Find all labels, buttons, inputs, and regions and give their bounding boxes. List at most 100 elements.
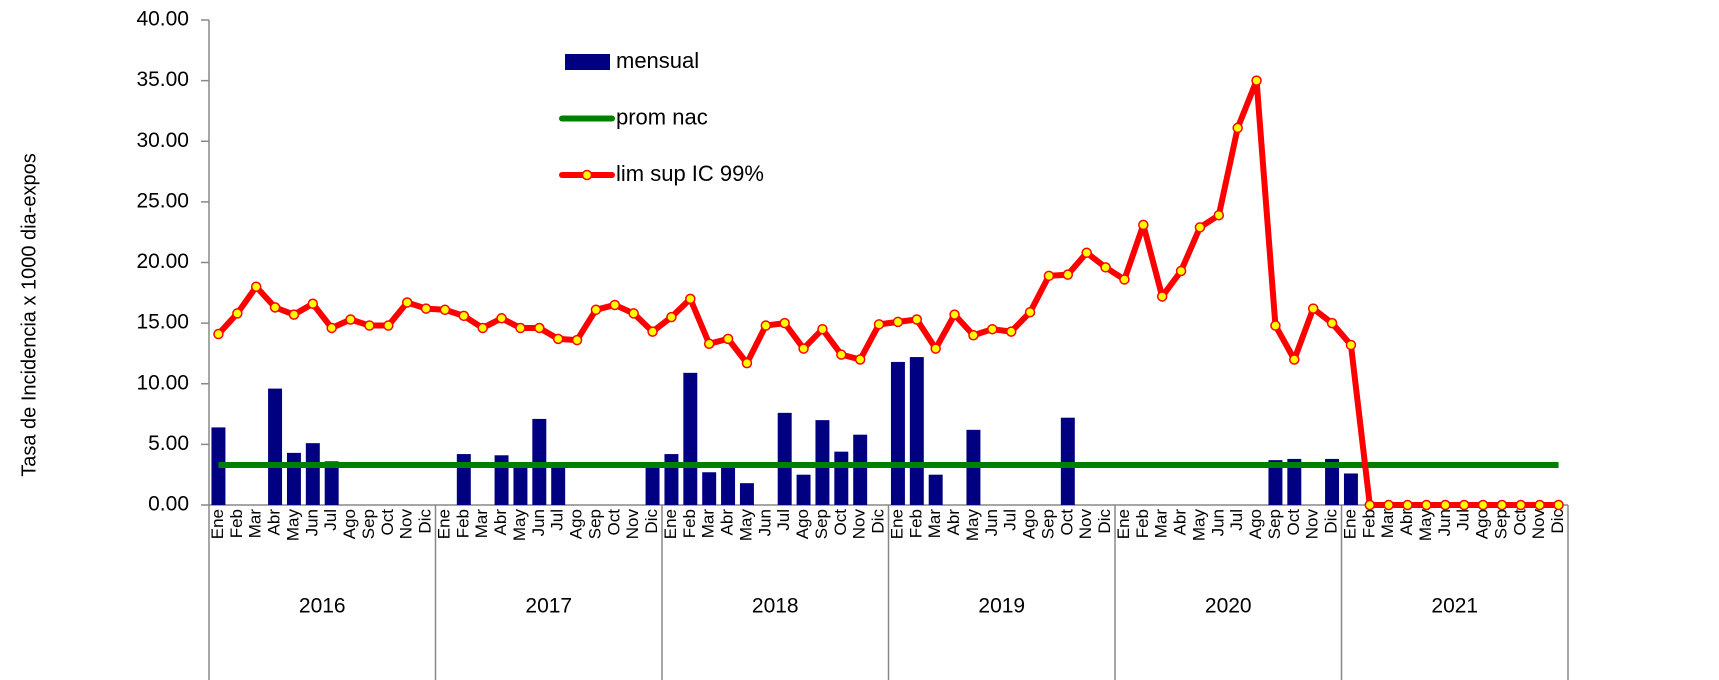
marker — [1270, 320, 1281, 331]
marker — [1553, 499, 1564, 511]
marker — [213, 328, 224, 340]
x-tick-label: Jun — [1435, 509, 1454, 536]
bar — [1060, 417, 1075, 505]
marker — [1213, 209, 1225, 221]
marker — [477, 322, 488, 334]
bar — [551, 467, 566, 505]
x-tick-label: May — [963, 509, 982, 542]
x-tick-label: Mar — [1378, 509, 1397, 539]
y-axis-label: Tasa de Incidencia x 1000 dia-expos — [18, 153, 40, 477]
year-label: 2017 — [525, 595, 572, 618]
marker — [1345, 339, 1357, 351]
y-tick-label: 15.00 — [136, 311, 189, 334]
bar — [1268, 460, 1283, 505]
x-tick-label: Ene — [208, 509, 227, 539]
bar — [702, 472, 717, 505]
x-tick-label: Abr — [491, 509, 510, 536]
legend-label: prom nac — [616, 104, 708, 129]
marker — [383, 320, 394, 331]
bar — [268, 388, 283, 505]
bar — [796, 474, 811, 505]
x-tick-label: Oct — [1284, 509, 1303, 536]
x-tick-label: May — [510, 509, 529, 542]
marker — [1496, 499, 1508, 511]
bar — [664, 454, 679, 505]
x-tick-label: May — [283, 509, 302, 542]
marker — [1383, 499, 1394, 511]
year-label: 2016 — [299, 595, 346, 618]
marker — [1364, 499, 1376, 511]
x-tick-label: Mar — [925, 509, 944, 539]
marker — [666, 311, 677, 323]
marker — [1477, 499, 1489, 511]
x-tick-label: Dic — [416, 509, 435, 534]
marker — [1062, 269, 1074, 280]
marker — [779, 317, 790, 329]
marker — [685, 293, 696, 305]
marker — [345, 314, 356, 325]
marker — [1024, 306, 1036, 318]
x-tick-label: Mar — [246, 509, 265, 539]
bar — [305, 443, 320, 505]
line — [216, 77, 1559, 508]
marker — [1534, 499, 1545, 511]
x-tick-label: Mar — [1152, 509, 1171, 539]
x-tick-label: Abr — [944, 509, 963, 536]
bar — [456, 454, 471, 505]
x-tick-label: Ene — [661, 509, 680, 539]
x-tick-label: Feb — [906, 509, 925, 538]
x-tick-label: Sep — [1265, 509, 1284, 539]
x-tick-label: Feb — [1133, 509, 1152, 538]
x-tick-label: Nov — [397, 509, 416, 540]
x-tick-label: Oct — [1057, 509, 1076, 536]
marker — [1138, 219, 1149, 231]
x-tick-label: Oct — [831, 509, 850, 536]
bar — [513, 463, 528, 505]
bar — [683, 372, 698, 505]
x-tick-label: May — [1189, 509, 1208, 542]
bar — [1287, 458, 1302, 505]
marker — [817, 323, 828, 335]
marker — [534, 322, 545, 334]
bar — [1325, 458, 1340, 505]
y-tick-label: 30.00 — [136, 129, 189, 152]
marker — [1421, 499, 1432, 511]
x-tick-label: Feb — [453, 509, 472, 538]
x-tick-label: Abr — [718, 509, 737, 536]
x-tick-label: May — [1416, 509, 1435, 542]
bar — [928, 474, 943, 505]
bar — [834, 451, 849, 505]
x-tick-label: Ene — [887, 509, 906, 539]
x-tick-label: Oct — [1510, 509, 1529, 536]
year-label: 2019 — [978, 595, 1025, 618]
bar — [739, 483, 754, 505]
x-tick-label: Jul — [548, 509, 567, 531]
x-tick-label: Nov — [850, 509, 869, 540]
marker — [873, 319, 885, 330]
marker — [949, 309, 960, 320]
marker — [496, 313, 507, 324]
bar — [909, 357, 924, 505]
x-tick-label: Feb — [227, 509, 246, 538]
marker — [1307, 303, 1319, 314]
x-tick-label: Jul — [774, 509, 793, 531]
x-tick-label: Nov — [1303, 509, 1322, 540]
marker — [364, 320, 375, 331]
y-tick-label: 10.00 — [136, 371, 189, 394]
marker — [1251, 75, 1262, 86]
x-tick-label: Ene — [1114, 509, 1133, 539]
y-tick-label: 0.00 — [148, 493, 189, 516]
marker — [1326, 317, 1338, 329]
bar — [1343, 473, 1358, 505]
y-tick-label: 5.00 — [148, 432, 189, 455]
x-tick-label: Jun — [302, 509, 321, 536]
x-tick-label: Feb — [1359, 509, 1378, 538]
year-label: 2020 — [1205, 595, 1252, 618]
marker — [401, 297, 413, 308]
marker — [439, 304, 451, 316]
marker — [854, 354, 866, 365]
x-tick-label: Jul — [1227, 509, 1246, 531]
x-tick-label: May — [736, 509, 755, 542]
x-tick-label: Ene — [1340, 509, 1359, 539]
